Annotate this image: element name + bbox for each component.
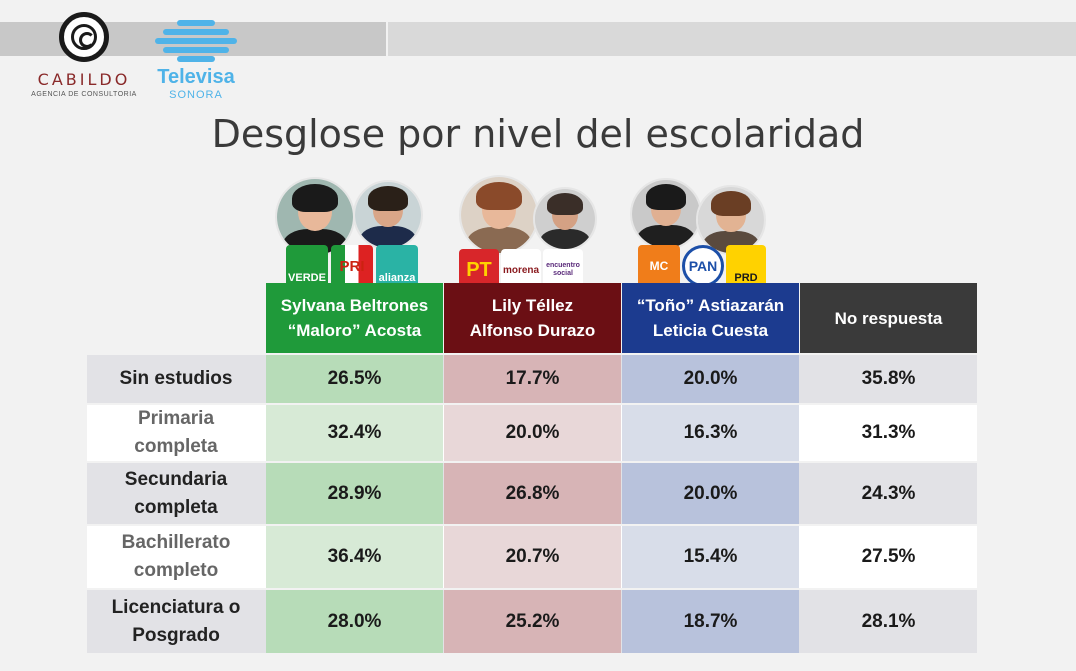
data-cell: 20.7% [444,526,621,588]
row-label: Sin estudios [119,368,233,389]
table-row: Primaria completa 32.4% 20.0% 16.3% 31.3… [87,405,977,461]
data-cell: 26.8% [444,463,621,524]
column-header-astiazaran-cuesta: “Toño” Astiazarán Leticia Cuesta [622,283,799,353]
televisa-name: Televisa [157,66,235,88]
table-row: Bachillerato completo 36.4% 20.7% 15.4% … [87,526,977,588]
top-banner-right [388,22,1076,56]
data-cell: 28.9% [266,463,443,524]
row-label: Licenciatura o Posgrado [111,596,241,646]
data-cell: 16.3% [622,405,799,461]
data-cell: 31.3% [861,422,916,443]
column-header-line1: Sylvana Beltrones [280,296,429,315]
column-header-line2: Leticia Cuesta [652,321,769,340]
column-header-tellez-durazo: Lily Téllez Alfonso Durazo [444,283,621,353]
cabildo-name: CABILDO [37,70,131,89]
row-label: Secundaria completa [124,468,228,518]
data-cell: 36.4% [266,526,443,588]
candidate-photo-cuesta [696,185,766,255]
alianza-party-logo: alianza [376,245,418,287]
movimiento-ciudadano-party-logo: MC [638,245,680,287]
data-cell: 24.3% [861,482,916,504]
prd-party-logo: PRD [726,245,766,287]
data-cell: 35.8% [861,368,916,389]
data-cell: 20.0% [622,355,799,403]
televisa-region: SONORA [169,89,223,101]
table-row: Licenciatura o Posgrado 28.0% 25.2% 18.7… [87,590,977,653]
televisa-globe-icon [155,18,237,64]
data-cell: 20.0% [444,405,621,461]
candidate-photo-acosta [353,180,423,250]
row-label: Primaria completa [134,408,218,457]
data-cell: 15.4% [622,526,799,588]
column-header-line1: Lily Téllez [491,296,574,315]
data-cell: 26.5% [266,355,443,403]
data-cell: 28.1% [861,610,916,632]
data-cell: 25.2% [444,590,621,653]
page-title: Desglose por nivel del escolaridad [211,112,865,156]
column-header-line2: “Maloro” Acosta [287,321,422,340]
candidate-photo-durazo [533,187,597,251]
verde-party-logo: VERDE [286,245,328,287]
cabildo-logo: CABILDO AGENCIA DE CONSULTORIA [24,12,144,104]
column-header-line1: “Toño” Astiazarán [636,296,785,315]
candidate-photo-tellez [459,175,539,255]
data-cell: 17.7% [444,355,621,403]
column-header-no-respuesta: No respuesta [800,283,977,353]
data-cell: 28.0% [266,590,443,653]
data-cell: 18.7% [622,590,799,653]
table-row: Sin estudios 26.5% 17.7% 20.0% 35.8% [87,355,977,403]
cabildo-c-icon [59,12,109,62]
table-row: Secundaria completa 28.9% 26.8% 20.0% 24… [87,463,977,524]
cabildo-tagline: AGENCIA DE CONSULTORIA [31,91,137,98]
candidate-photo-astiazaran [630,178,702,250]
data-cell: 20.0% [622,463,799,524]
data-cell: 27.5% [861,546,916,567]
pri-party-logo: PRI [331,245,373,287]
data-cell: 32.4% [266,405,443,461]
row-label: Bachillerato completo [121,532,231,581]
pan-party-logo: PAN [682,245,724,287]
column-header-beltrones-acosta: Sylvana Beltrones “Maloro” Acosta [266,283,443,353]
televisa-logo: Televisa SONORA [150,18,242,102]
column-header-line1: No respuesta [834,308,943,328]
column-header-line2: Alfonso Durazo [469,321,596,340]
